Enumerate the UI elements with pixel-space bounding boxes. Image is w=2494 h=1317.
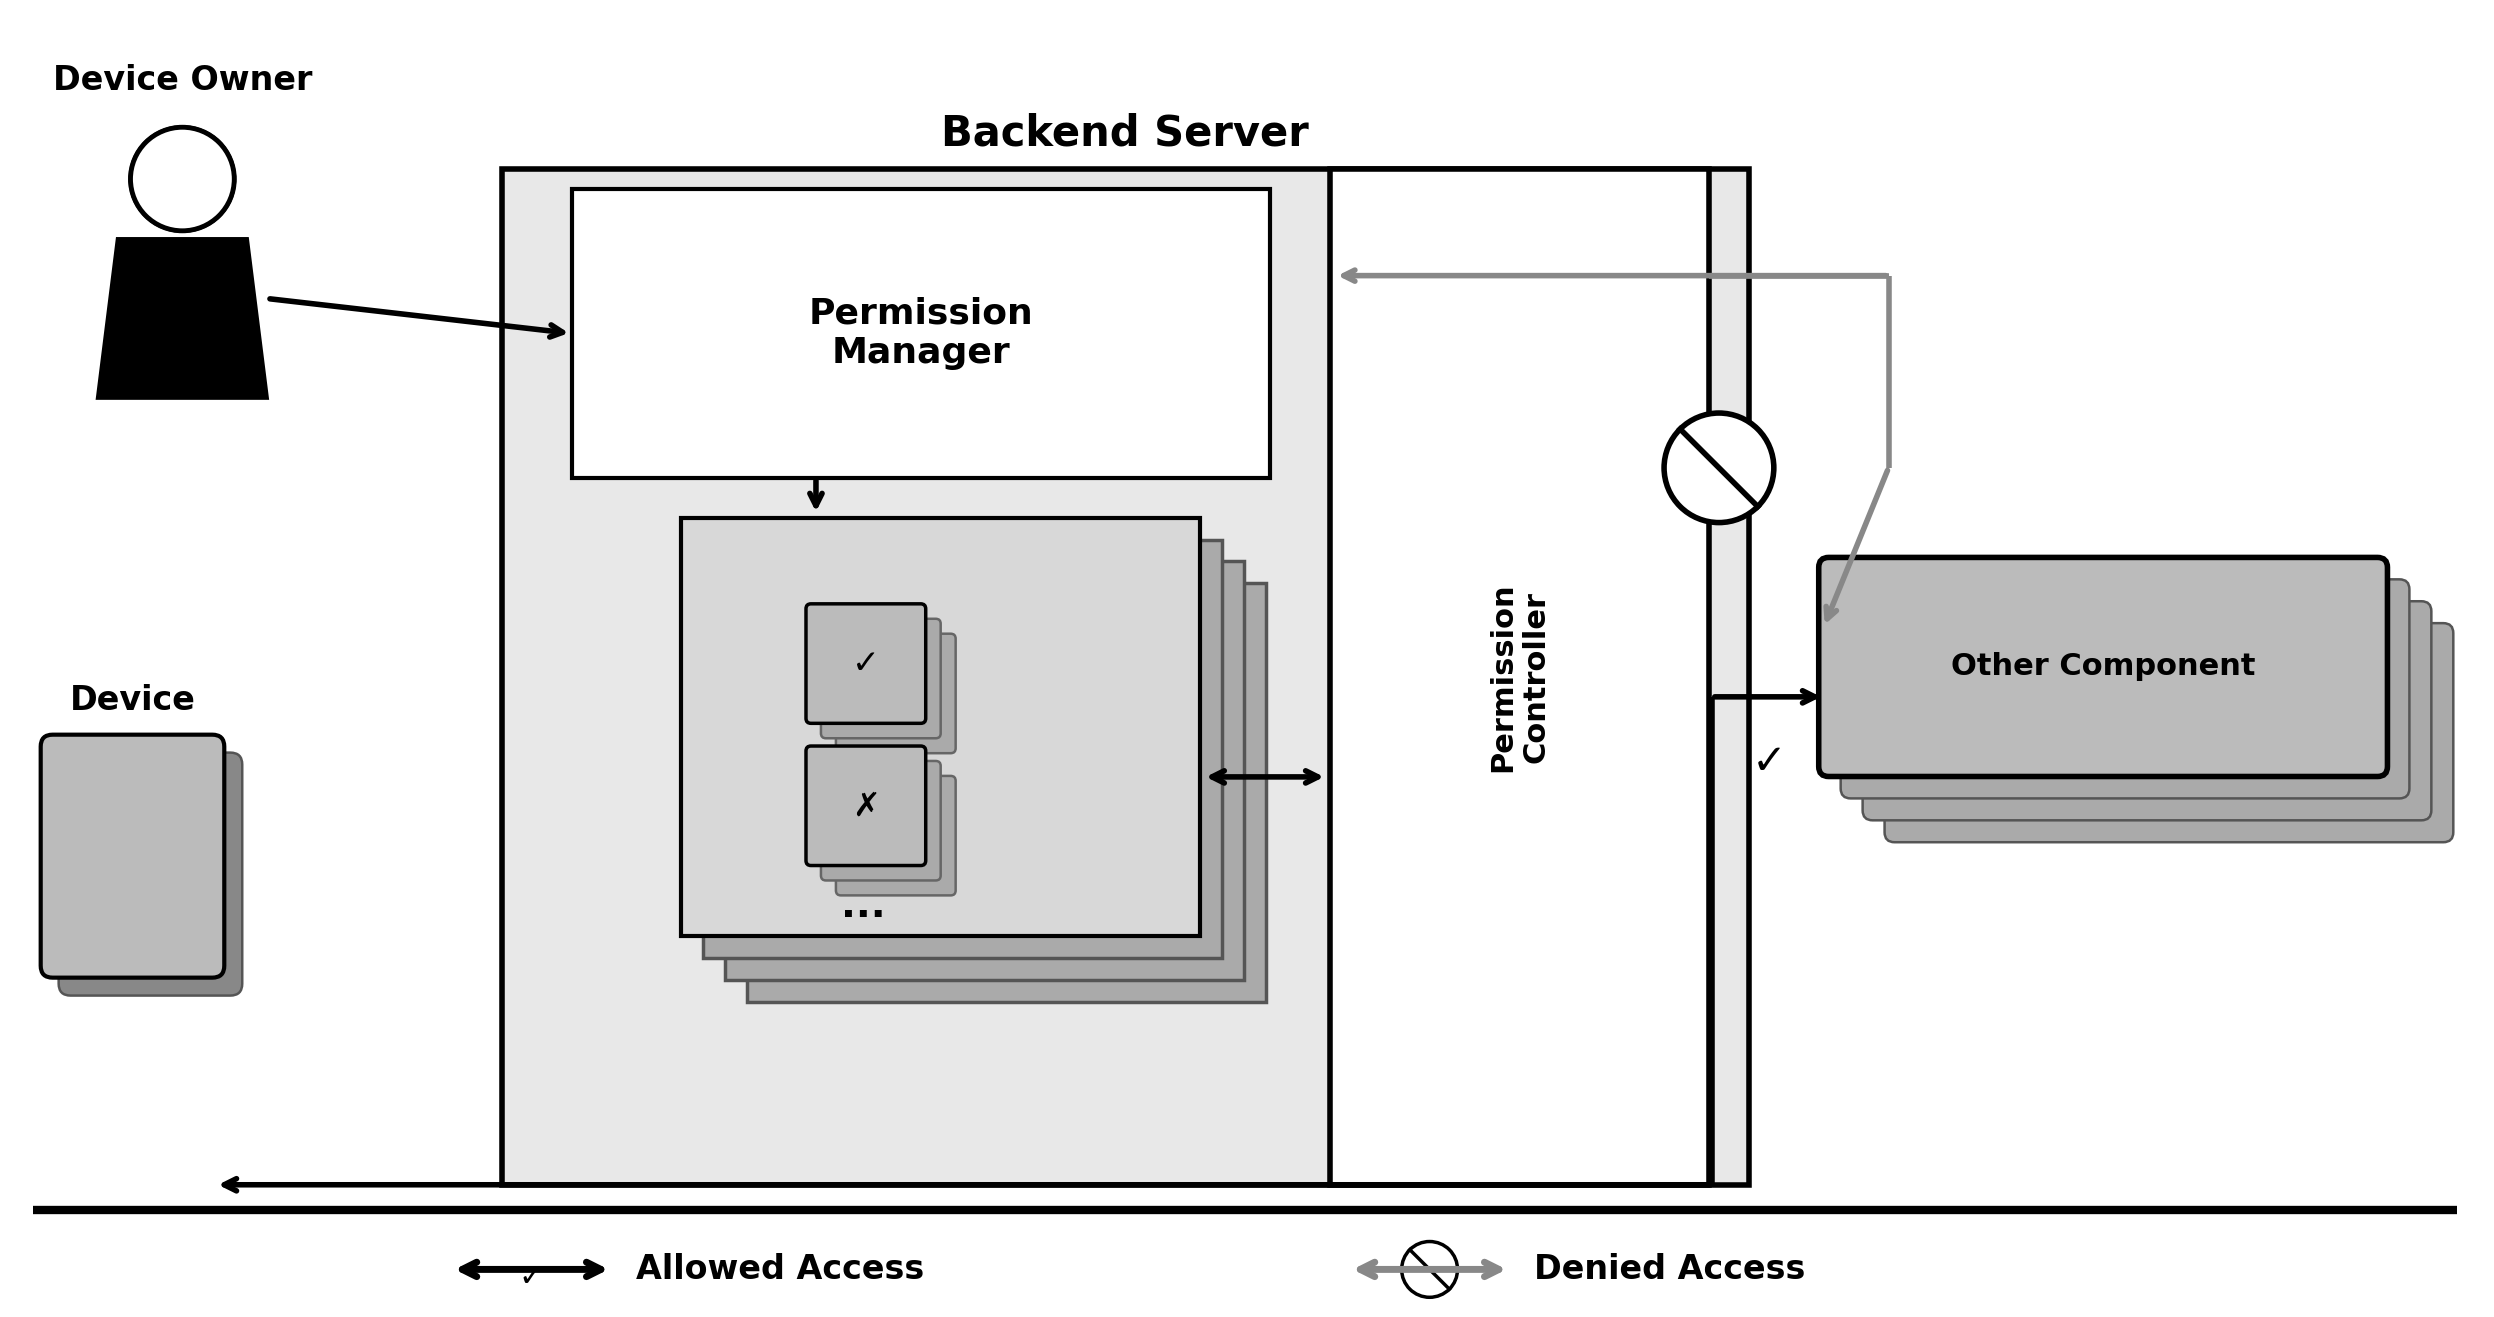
Circle shape: [1402, 1242, 1456, 1297]
Text: Permission
Manager: Permission Manager: [808, 296, 1033, 370]
Text: Allowed Access: Allowed Access: [636, 1252, 925, 1285]
FancyBboxPatch shape: [821, 761, 940, 881]
FancyBboxPatch shape: [1818, 557, 2387, 777]
FancyBboxPatch shape: [806, 603, 925, 723]
FancyBboxPatch shape: [1885, 623, 2454, 843]
FancyBboxPatch shape: [1329, 169, 1708, 1185]
Text: Device Owner: Device Owner: [52, 65, 312, 97]
FancyBboxPatch shape: [501, 169, 1748, 1185]
Text: Denied Access: Denied Access: [1534, 1252, 1806, 1285]
Text: ✓: ✓: [519, 1263, 544, 1292]
Text: ...: ...: [840, 886, 885, 925]
FancyBboxPatch shape: [748, 583, 1267, 1001]
Text: Other Component: Other Component: [1950, 652, 2255, 681]
FancyBboxPatch shape: [806, 745, 925, 865]
FancyBboxPatch shape: [681, 518, 1200, 936]
FancyBboxPatch shape: [1863, 602, 2432, 820]
Text: ✓: ✓: [853, 647, 880, 680]
Text: Device: Device: [70, 684, 195, 716]
Text: Permission
Controller: Permission Controller: [1489, 582, 1551, 772]
FancyBboxPatch shape: [835, 776, 955, 896]
FancyBboxPatch shape: [1841, 579, 2409, 798]
Text: ✗: ✗: [853, 789, 880, 822]
FancyBboxPatch shape: [835, 633, 955, 753]
FancyBboxPatch shape: [821, 619, 940, 739]
FancyBboxPatch shape: [726, 561, 1245, 980]
FancyBboxPatch shape: [60, 752, 242, 996]
Circle shape: [130, 128, 234, 230]
Circle shape: [1663, 414, 1773, 523]
FancyBboxPatch shape: [40, 735, 224, 977]
Text: ✓: ✓: [1751, 740, 1786, 782]
Circle shape: [130, 128, 234, 230]
FancyBboxPatch shape: [571, 188, 1269, 478]
FancyBboxPatch shape: [703, 540, 1222, 957]
Text: Backend Server: Backend Server: [940, 112, 1309, 154]
Polygon shape: [97, 238, 267, 398]
